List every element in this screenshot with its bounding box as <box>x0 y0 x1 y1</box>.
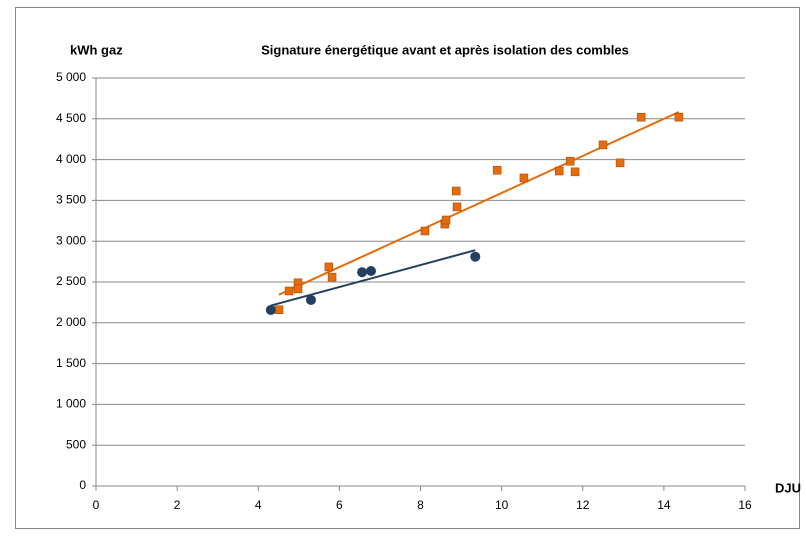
point <box>492 165 502 175</box>
point <box>519 173 529 183</box>
y-tick-label: 1 500 <box>56 356 86 370</box>
trendline <box>278 111 680 296</box>
x-tick-label: 16 <box>738 498 752 512</box>
point <box>570 167 580 177</box>
y-tick-label: 2 500 <box>56 274 86 288</box>
point <box>565 156 575 166</box>
y-tick-label: 3 000 <box>56 233 86 247</box>
point <box>598 140 608 150</box>
y-tick-label: 500 <box>66 437 86 451</box>
point <box>357 267 368 278</box>
point <box>470 251 481 262</box>
x-tick-label: 0 <box>93 498 100 512</box>
point <box>293 284 303 294</box>
y-tick-label: 5 000 <box>56 70 86 84</box>
point <box>452 202 462 212</box>
y-tick-label: 2 000 <box>56 315 86 329</box>
y-tick-label: 4 500 <box>56 111 86 125</box>
x-tick-label: 2 <box>174 498 181 512</box>
x-tick-label: 14 <box>657 498 671 512</box>
chart-title: Signature énergétique avant et après iso… <box>261 42 629 57</box>
point <box>366 265 377 276</box>
x-tick-label: 4 <box>255 498 262 512</box>
point <box>636 112 646 122</box>
point <box>265 304 276 315</box>
x-axis-label: DJU <box>775 480 801 495</box>
y-tick-label: 4 000 <box>56 152 86 166</box>
x-tick-label: 12 <box>576 498 590 512</box>
y-tick-label: 1 000 <box>56 397 86 411</box>
point <box>327 272 337 282</box>
point <box>441 215 451 225</box>
x-tick-label: 6 <box>336 498 343 512</box>
point <box>274 305 284 314</box>
trendline <box>270 249 476 307</box>
point <box>615 158 625 168</box>
y-tick-label: 0 <box>79 478 86 492</box>
point <box>554 166 564 176</box>
y-axis-label: kWh gaz <box>70 42 123 57</box>
x-tick-label: 8 <box>417 498 424 512</box>
point <box>324 262 334 272</box>
y-tick-label: 3 500 <box>56 193 86 207</box>
point <box>305 294 316 305</box>
x-tick-label: 10 <box>495 498 509 512</box>
point <box>451 186 461 196</box>
point <box>674 112 684 122</box>
point <box>420 226 430 236</box>
point <box>284 286 294 296</box>
